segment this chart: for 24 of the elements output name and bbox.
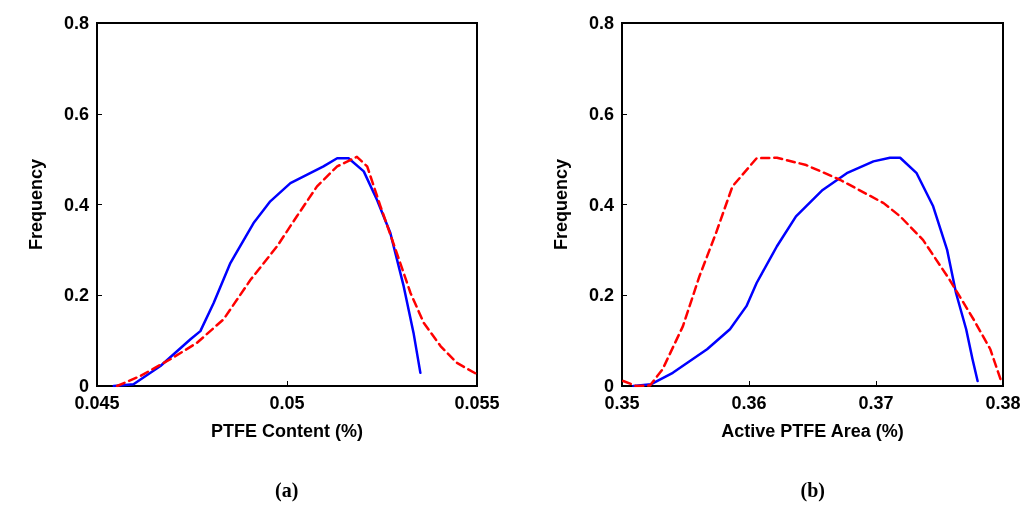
- y-tick-label: 0.6: [588, 103, 614, 124]
- x-tick-label: 0.36: [731, 393, 767, 413]
- x-tick-label: 0.05: [269, 393, 305, 413]
- y-axis-title: Frequency: [551, 158, 571, 251]
- y-tick-label: 0.8: [588, 13, 614, 33]
- x-tick-label: 0.38: [985, 393, 1021, 413]
- y-tick-label: 0.4: [63, 194, 89, 215]
- x-axis-title: PTFE Content (%): [211, 421, 363, 441]
- y-tick-label: 0.2: [63, 285, 89, 306]
- x-tick-label: 0.045: [74, 393, 120, 413]
- y-tick-label: 0: [78, 376, 89, 396]
- y-tick-label: 0.8: [63, 13, 89, 33]
- y-tick-label: 0: [603, 376, 614, 396]
- line-series: [115, 155, 479, 388]
- y-tick-label: 0.4: [588, 194, 614, 215]
- y-axis-title: Frequency: [26, 158, 46, 251]
- x-tick-label: 0.055: [454, 393, 500, 413]
- x-tick-label: 0.37: [858, 393, 894, 413]
- y-tick-label: 0.6: [63, 103, 89, 124]
- text: (b): [800, 479, 825, 502]
- x-axis-title: Active PTFE Area (%): [721, 421, 904, 441]
- x-tick-label: 0.35: [604, 393, 640, 413]
- text: (a): [275, 479, 299, 502]
- y-tick-label: 0.2: [588, 285, 614, 306]
